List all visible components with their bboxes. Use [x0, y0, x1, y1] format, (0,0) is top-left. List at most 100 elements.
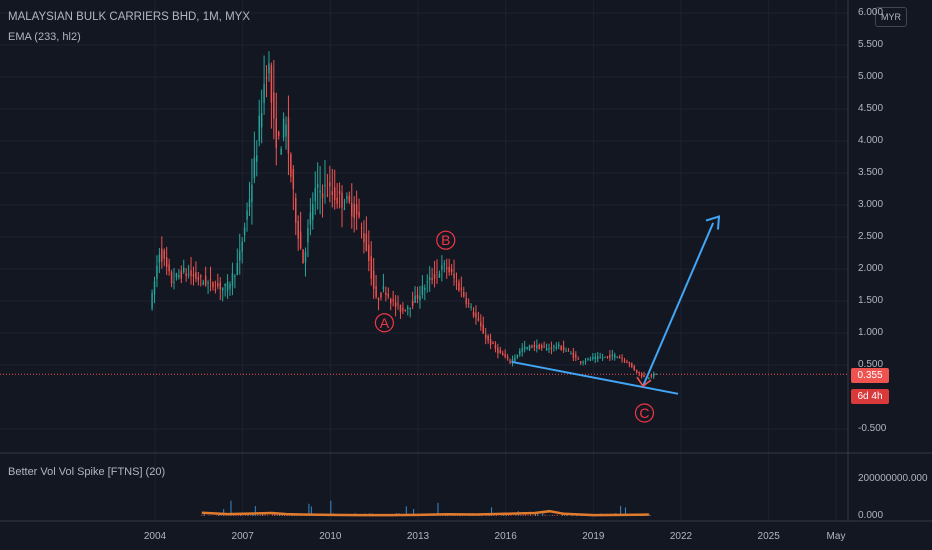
candle-body	[360, 227, 363, 229]
candle-body	[304, 251, 307, 263]
candle-body	[626, 361, 628, 363]
candle-body	[623, 360, 626, 362]
candle-body	[640, 374, 643, 377]
candle-body	[487, 335, 489, 341]
candle-body	[628, 362, 631, 364]
candle-body	[533, 345, 536, 347]
candle-body	[246, 210, 248, 220]
candle-body	[635, 369, 638, 373]
candle-body	[158, 254, 161, 263]
candle-body	[256, 155, 258, 162]
candle-body	[502, 353, 504, 356]
candle-body	[224, 283, 226, 286]
candle-body	[187, 274, 190, 276]
candle-body	[333, 187, 336, 201]
candle-body	[531, 346, 533, 348]
candle-body	[319, 190, 321, 193]
candle-body	[523, 346, 526, 350]
candle-body	[543, 346, 545, 348]
symbol-title: MALAYSIAN BULK CARRIERS BHD, 1M, MYX	[8, 11, 250, 23]
price-tick-label: 1.500	[858, 295, 884, 306]
candle-body	[292, 169, 295, 190]
countdown-badge: 6d 4h	[851, 389, 889, 404]
candle-body	[326, 194, 329, 196]
candle-body	[192, 274, 195, 277]
candle-body	[584, 361, 587, 363]
candle-body	[389, 298, 392, 304]
candle-body	[348, 195, 351, 202]
candle-body	[161, 248, 163, 262]
candle-body	[567, 350, 570, 352]
candle-body	[470, 306, 472, 308]
candle-body	[492, 343, 494, 345]
price-tick-label: 2.500	[858, 231, 884, 242]
price-tick-label: 2.000	[858, 263, 884, 274]
candle-body	[377, 298, 380, 301]
candle-body	[178, 275, 180, 277]
candle-body	[260, 113, 263, 128]
candle-body	[553, 345, 555, 347]
candle-body	[231, 273, 234, 287]
candle-body	[446, 267, 448, 269]
candle-body	[248, 199, 251, 208]
candle-body	[426, 281, 428, 283]
candle-body	[421, 285, 424, 296]
time-tick-label: 2016	[494, 531, 517, 542]
candle-body	[200, 275, 202, 277]
time-tick-label: 2022	[669, 531, 693, 542]
candle-body	[309, 212, 312, 225]
candle-body	[621, 358, 623, 360]
volume-indicator-label: Better Vol Vol Spike [FTNS] (20)	[8, 466, 166, 478]
candle-body	[596, 356, 599, 360]
candle-body	[477, 318, 480, 321]
wave-label-b-text: B	[441, 232, 450, 248]
candle-body	[565, 350, 567, 352]
candle-body	[190, 270, 192, 277]
wave-label-c: C	[634, 403, 655, 423]
candle-body	[555, 346, 558, 349]
candle-body	[346, 196, 348, 199]
candle-body	[431, 278, 433, 281]
candle-body	[648, 377, 650, 379]
time-tick-label: 2013	[406, 531, 430, 542]
volume-tick-label: 200000000.000	[858, 473, 928, 484]
candle-body	[538, 344, 541, 350]
candle-body	[394, 302, 397, 307]
candle-body	[409, 307, 411, 310]
candle-body	[604, 356, 606, 358]
candle-body	[506, 356, 509, 359]
time-tick-label: 2007	[231, 531, 254, 542]
wave-label-c-text: C	[639, 405, 649, 421]
candle-body	[575, 354, 577, 358]
candle-body	[528, 345, 531, 350]
candle-body	[436, 271, 438, 273]
candle-body	[455, 280, 458, 282]
candle-body	[207, 282, 209, 284]
wave-label-a: A	[374, 313, 394, 333]
volume-ma-line	[201, 509, 649, 517]
candle-body	[504, 354, 506, 358]
candle-body	[399, 305, 402, 312]
wave-label-a-circle	[374, 313, 394, 333]
candle-body	[219, 282, 221, 290]
candle-body	[175, 273, 178, 278]
candle-body	[151, 292, 153, 309]
time-tick-label: 2019	[582, 531, 605, 542]
candle-body	[550, 347, 553, 349]
candle-body	[343, 208, 346, 210]
currency-button[interactable]: MYR	[875, 7, 907, 27]
candle-body	[521, 348, 523, 352]
candle-body	[321, 193, 324, 198]
candle-body	[324, 184, 326, 187]
wave-c-arrow	[636, 376, 652, 388]
candle-body	[560, 346, 562, 350]
candle-body	[297, 221, 299, 239]
candle-body	[302, 249, 304, 264]
candle-body	[655, 373, 657, 375]
candle-body	[397, 303, 399, 305]
candle-body	[251, 184, 253, 203]
candle-body	[239, 250, 241, 261]
candle-body	[433, 273, 436, 279]
candle-body	[253, 157, 256, 179]
